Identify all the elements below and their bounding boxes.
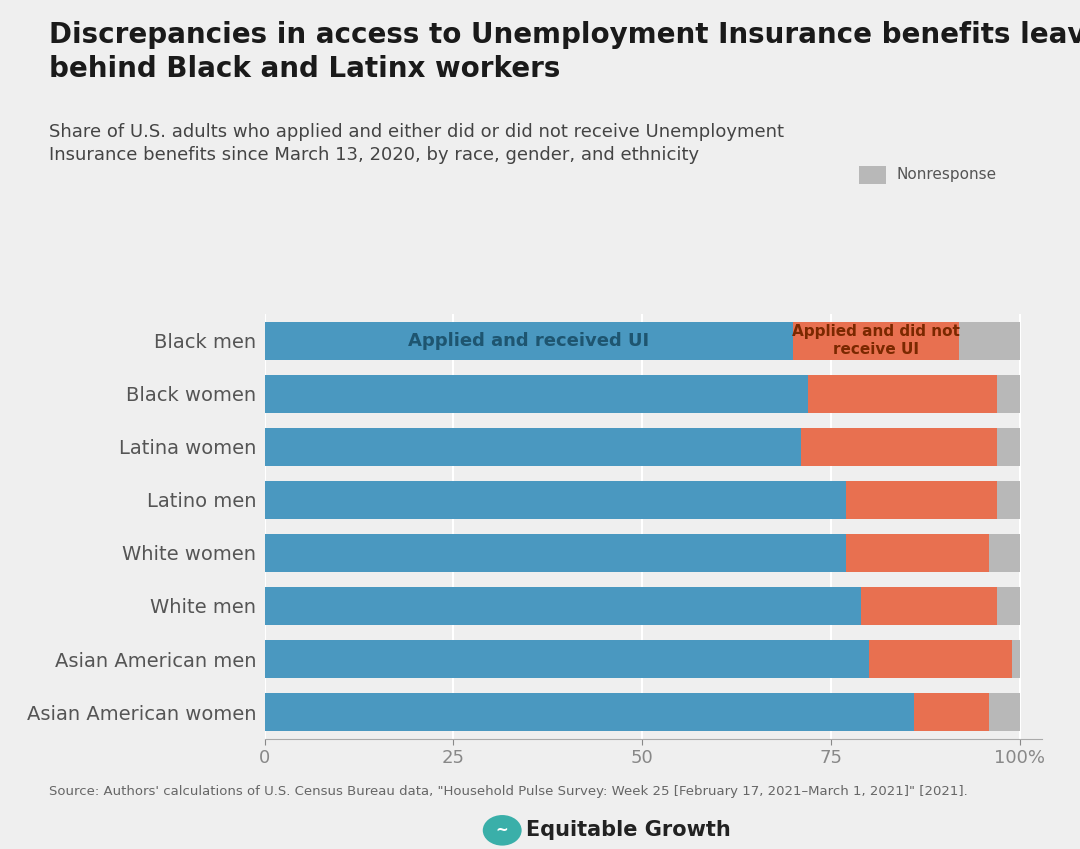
Text: ~: ~ (496, 823, 509, 838)
Bar (989, 693, 1020, 731)
Text: Equitable Growth: Equitable Growth (526, 820, 731, 841)
Text: Applied and did not
receive UI: Applied and did not receive UI (792, 323, 960, 357)
Bar (265, 481, 846, 519)
Text: Nonresponse: Nonresponse (896, 167, 997, 183)
Bar (265, 428, 800, 466)
Bar (868, 640, 1012, 678)
Bar (846, 534, 989, 572)
Bar (1012, 640, 1020, 678)
Text: Applied and received UI: Applied and received UI (408, 332, 649, 350)
Bar (265, 322, 793, 360)
Bar (861, 587, 997, 625)
Bar (997, 587, 1020, 625)
Text: Source: Authors' calculations of U.S. Census Bureau data, "Household Pulse Surve: Source: Authors' calculations of U.S. Ce… (49, 785, 968, 798)
Bar (265, 534, 846, 572)
Bar (989, 534, 1020, 572)
Bar (793, 322, 959, 360)
Text: Discrepancies in access to Unemployment Insurance benefits leave
behind Black an: Discrepancies in access to Unemployment … (49, 21, 1080, 82)
Bar (997, 374, 1020, 413)
Bar (914, 693, 989, 731)
Bar (808, 374, 997, 413)
Bar (265, 640, 868, 678)
Bar (265, 374, 808, 413)
Bar (997, 428, 1020, 466)
Bar (800, 428, 997, 466)
Bar (997, 481, 1020, 519)
Text: Share of U.S. adults who applied and either did or did not receive Unemployment
: Share of U.S. adults who applied and eit… (49, 123, 784, 164)
Bar (959, 322, 1020, 360)
Bar (846, 481, 997, 519)
Bar (265, 587, 861, 625)
Bar (265, 693, 914, 731)
